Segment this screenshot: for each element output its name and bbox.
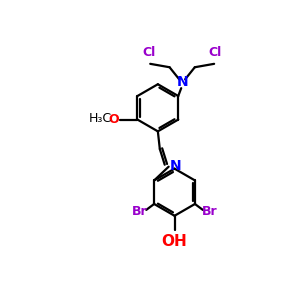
Text: N: N: [169, 159, 181, 173]
Text: Cl: Cl: [208, 46, 222, 59]
Text: OH: OH: [162, 234, 188, 249]
Text: Cl: Cl: [142, 46, 156, 59]
Text: Br: Br: [202, 205, 218, 218]
Text: H₃C: H₃C: [88, 112, 112, 125]
Text: N: N: [176, 75, 188, 89]
Text: Br: Br: [132, 205, 147, 218]
Text: O: O: [108, 113, 119, 126]
